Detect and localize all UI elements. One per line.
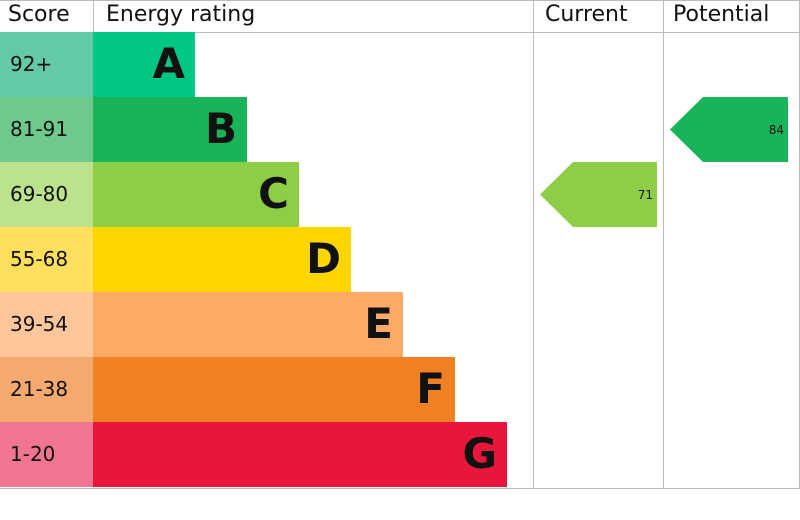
rating-bar [93, 292, 403, 357]
score-cell [0, 357, 93, 422]
score-range: 39-54 [10, 312, 68, 336]
rating-bar [93, 422, 507, 487]
score-cell [0, 162, 93, 227]
rating-letter: B [205, 104, 237, 153]
rating-letter: E [364, 299, 393, 348]
score-cell [0, 97, 93, 162]
score-range: 21-38 [10, 377, 68, 401]
score-range: 81-91 [10, 117, 68, 141]
rating-letter: F [416, 364, 445, 413]
rating-bar [93, 357, 455, 422]
rating-letter: D [306, 234, 341, 283]
rating-letter: A [152, 39, 185, 88]
score-range: 69-80 [10, 182, 68, 206]
header-score: Score [8, 2, 70, 27]
rating-letter: G [463, 429, 497, 478]
rating-bar [93, 162, 299, 227]
score-cell [0, 227, 93, 292]
rating-bar [93, 227, 351, 292]
score-cell [0, 422, 93, 487]
current-value: 71 [638, 188, 653, 202]
score-cell [0, 32, 93, 97]
score-range: 55-68 [10, 247, 68, 271]
score-cell [0, 292, 93, 357]
score-range: 92+ [10, 52, 52, 76]
rating-bar [93, 32, 195, 97]
header-current: Current [545, 2, 628, 27]
rating-bar [93, 97, 247, 162]
potential-value: 84 [769, 123, 784, 137]
current-arrow [540, 162, 657, 227]
rating-letter: C [258, 169, 289, 218]
score-range: 1-20 [10, 442, 55, 466]
header-rating: Energy rating [106, 2, 255, 27]
header-potential: Potential [673, 2, 769, 27]
potential-arrow [670, 97, 788, 162]
